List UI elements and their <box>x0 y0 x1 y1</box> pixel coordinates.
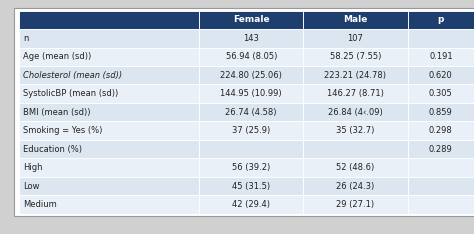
Text: Low: Low <box>23 182 39 191</box>
FancyBboxPatch shape <box>408 66 474 84</box>
FancyBboxPatch shape <box>408 48 474 66</box>
Text: 29 (27.1): 29 (27.1) <box>337 200 374 209</box>
Text: 37 (25.9): 37 (25.9) <box>232 126 270 135</box>
FancyBboxPatch shape <box>199 158 303 177</box>
Text: 224.80 (25.06): 224.80 (25.06) <box>220 71 282 80</box>
Text: 35 (32.7): 35 (32.7) <box>337 126 374 135</box>
Text: 0.289: 0.289 <box>429 145 453 154</box>
FancyBboxPatch shape <box>408 177 474 195</box>
Text: 146.27 (8.71): 146.27 (8.71) <box>327 89 384 98</box>
FancyBboxPatch shape <box>408 195 474 214</box>
FancyBboxPatch shape <box>303 29 408 48</box>
Text: Age (mean (sd)): Age (mean (sd)) <box>23 52 91 61</box>
Text: Education (%): Education (%) <box>23 145 82 154</box>
Text: High: High <box>23 163 42 172</box>
FancyBboxPatch shape <box>199 84 303 103</box>
Text: 58.25 (7.55): 58.25 (7.55) <box>330 52 381 61</box>
FancyBboxPatch shape <box>303 121 408 140</box>
Text: BMI (mean (sd)): BMI (mean (sd)) <box>23 108 90 117</box>
FancyBboxPatch shape <box>408 140 474 158</box>
FancyBboxPatch shape <box>19 11 199 29</box>
Text: 26.84 (4‹.09): 26.84 (4‹.09) <box>328 108 383 117</box>
FancyBboxPatch shape <box>199 29 303 48</box>
Text: Smoking = Yes (%): Smoking = Yes (%) <box>23 126 102 135</box>
FancyBboxPatch shape <box>14 8 474 216</box>
Text: 143: 143 <box>243 34 259 43</box>
FancyBboxPatch shape <box>199 121 303 140</box>
FancyBboxPatch shape <box>19 121 199 140</box>
FancyBboxPatch shape <box>303 177 408 195</box>
FancyBboxPatch shape <box>303 84 408 103</box>
FancyBboxPatch shape <box>199 195 303 214</box>
Text: 26.74 (4.58): 26.74 (4.58) <box>226 108 277 117</box>
Text: 0.859: 0.859 <box>429 108 453 117</box>
FancyBboxPatch shape <box>19 195 199 214</box>
Text: 107: 107 <box>347 34 364 43</box>
FancyBboxPatch shape <box>199 177 303 195</box>
Text: 0.305: 0.305 <box>429 89 453 98</box>
FancyBboxPatch shape <box>303 158 408 177</box>
FancyBboxPatch shape <box>19 158 199 177</box>
FancyBboxPatch shape <box>408 29 474 48</box>
FancyBboxPatch shape <box>408 121 474 140</box>
Text: SystolicBP (mean (sd)): SystolicBP (mean (sd)) <box>23 89 118 98</box>
FancyBboxPatch shape <box>303 48 408 66</box>
FancyBboxPatch shape <box>19 103 199 121</box>
Text: 52 (48.6): 52 (48.6) <box>337 163 374 172</box>
Text: Female: Female <box>233 15 270 24</box>
Text: 0.620: 0.620 <box>429 71 453 80</box>
FancyBboxPatch shape <box>19 84 199 103</box>
FancyBboxPatch shape <box>303 66 408 84</box>
Text: 45 (31.5): 45 (31.5) <box>232 182 270 191</box>
FancyBboxPatch shape <box>199 66 303 84</box>
Text: 56 (39.2): 56 (39.2) <box>232 163 270 172</box>
FancyBboxPatch shape <box>199 11 303 29</box>
Text: Medium: Medium <box>23 200 56 209</box>
Text: 42 (29.4): 42 (29.4) <box>232 200 270 209</box>
FancyBboxPatch shape <box>408 84 474 103</box>
Text: 56.94 (8.05): 56.94 (8.05) <box>226 52 277 61</box>
Text: 223.21 (24.78): 223.21 (24.78) <box>325 71 386 80</box>
Text: 0.191: 0.191 <box>429 52 453 61</box>
FancyBboxPatch shape <box>408 103 474 121</box>
FancyBboxPatch shape <box>199 140 303 158</box>
FancyBboxPatch shape <box>19 140 199 158</box>
Text: n: n <box>23 34 28 43</box>
FancyBboxPatch shape <box>199 48 303 66</box>
Text: 144.95 (10.99): 144.95 (10.99) <box>220 89 282 98</box>
FancyBboxPatch shape <box>19 177 199 195</box>
FancyBboxPatch shape <box>303 195 408 214</box>
FancyBboxPatch shape <box>303 140 408 158</box>
Text: 26 (24.3): 26 (24.3) <box>337 182 374 191</box>
FancyBboxPatch shape <box>303 103 408 121</box>
Text: 0.298: 0.298 <box>429 126 453 135</box>
FancyBboxPatch shape <box>19 29 199 48</box>
Text: Male: Male <box>343 15 368 24</box>
FancyBboxPatch shape <box>303 11 408 29</box>
FancyBboxPatch shape <box>19 48 199 66</box>
FancyBboxPatch shape <box>408 11 474 29</box>
Text: p: p <box>438 15 444 24</box>
FancyBboxPatch shape <box>408 158 474 177</box>
FancyBboxPatch shape <box>19 66 199 84</box>
FancyBboxPatch shape <box>199 103 303 121</box>
Text: Cholesterol (mean (sd)): Cholesterol (mean (sd)) <box>23 71 122 80</box>
